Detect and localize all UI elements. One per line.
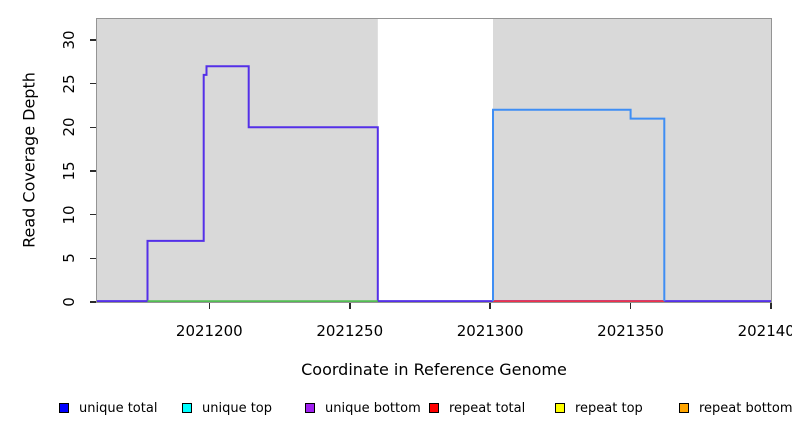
legend-label-repeat-total: repeat total — [449, 400, 526, 416]
legend: unique total unique top unique bottom repea… — [0, 399, 792, 419]
legend-swatch-repeat-total-icon — [429, 403, 439, 413]
x-tick-label: 2021350 — [597, 322, 664, 340]
legend-swatch-unique-top-icon — [182, 403, 192, 413]
x-axis-title: Coordinate in Reference Genome — [301, 360, 567, 379]
y-tick-label: 20 — [60, 117, 78, 137]
shaded-panel-2 — [493, 19, 771, 302]
x-tick-label: 2021200 — [175, 322, 243, 340]
series-unique-coverage-left-block — [97, 65, 771, 302]
y-tick-label: 10 — [60, 205, 78, 225]
legend-item-unique-total: unique total — [59, 399, 157, 417]
legend-label-repeat-top: repeat top — [575, 400, 643, 416]
legend-swatch-repeat-top-icon — [555, 403, 565, 413]
x-tick-mark — [208, 303, 211, 309]
y-tick-label: 5 — [60, 253, 78, 264]
y-tick-mark — [90, 126, 96, 129]
shaded-panel-1 — [97, 19, 378, 302]
legend-item-unique-top: unique top — [182, 399, 272, 417]
x-tick-mark — [349, 303, 351, 309]
legend-item-unique-bottom: unique bottom — [305, 399, 421, 417]
x-tick-mark — [629, 303, 632, 309]
y-axis-title: Read Coverage Depth — [19, 72, 39, 248]
legend-swatch-unique-total-icon — [59, 403, 69, 413]
x-tick-mark — [770, 303, 772, 309]
legend-label-unique-bottom: unique bottom — [325, 400, 421, 416]
legend-item-repeat-total: repeat total — [429, 399, 525, 417]
legend-label-unique-total: unique total — [79, 400, 158, 416]
legend-label-repeat-bottom: repeat bottom — [699, 400, 792, 416]
y-tick-mark — [90, 39, 96, 41]
legend-item-repeat-bottom: repeat bottom — [679, 399, 792, 417]
y-tick-mark — [90, 257, 96, 260]
legend-item-repeat-top: repeat top — [555, 399, 643, 417]
y-tick-label: 0 — [60, 297, 78, 307]
x-tick-label: 2021300 — [456, 322, 524, 340]
legend-label-unique-top: unique top — [202, 400, 273, 416]
series-unique-coverage-right-block — [492, 108, 666, 302]
y-tick-label: 25 — [60, 74, 78, 94]
legend-swatch-unique-bottom-icon — [305, 403, 315, 413]
x-tick-mark — [489, 303, 491, 309]
y-tick-mark — [90, 301, 96, 303]
x-tick-label: 2021250 — [316, 322, 384, 340]
y-tick-mark — [90, 170, 96, 172]
y-tick-label: 30 — [60, 30, 78, 50]
plot-canvas — [97, 19, 771, 302]
plot-area — [96, 18, 772, 303]
y-tick-mark — [90, 82, 96, 85]
y-tick-mark — [90, 213, 96, 216]
y-tick-label: 15 — [60, 161, 78, 181]
legend-swatch-repeat-bottom-icon — [679, 403, 689, 413]
